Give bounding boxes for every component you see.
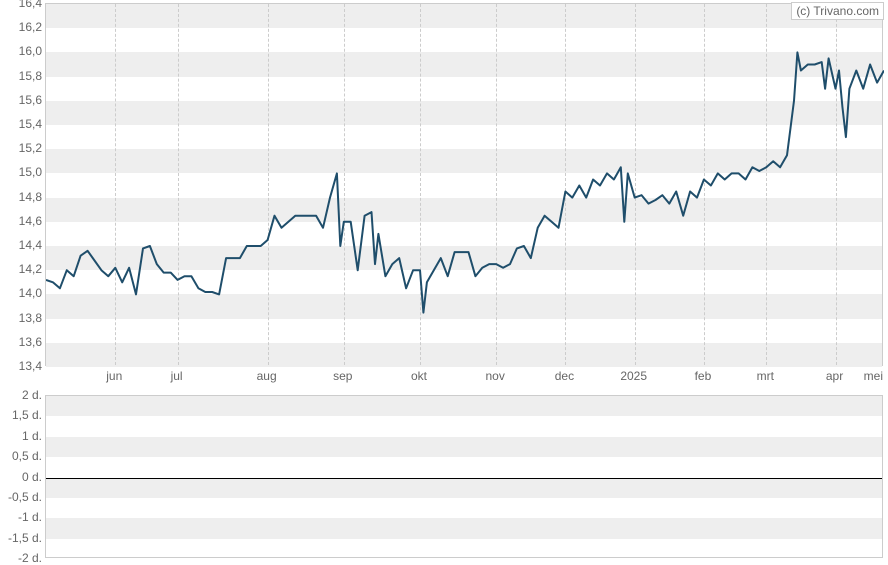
chart-stripe — [46, 478, 882, 498]
y-tick-label: 15,0 — [2, 165, 42, 179]
y-tick-label: -0,5 d. — [2, 490, 42, 504]
y-tick-label: 16,4 — [2, 0, 42, 10]
y-tick-label: 15,4 — [2, 117, 42, 131]
y-tick-label: -1,5 d. — [2, 531, 42, 545]
zero-line — [46, 478, 882, 479]
y-tick-label: 0,5 d. — [2, 449, 42, 463]
y-tick-label: 0 d. — [2, 470, 42, 484]
y-tick-label: 15,6 — [2, 93, 42, 107]
y-tick-label: 13,6 — [2, 335, 42, 349]
x-tick-label: jul — [171, 369, 183, 383]
x-tick-label: sep — [333, 369, 352, 383]
y-tick-label: 14,0 — [2, 286, 42, 300]
y-tick-label: 13,8 — [2, 311, 42, 325]
y-tick-label: 1,5 d. — [2, 408, 42, 422]
y-tick-label: 16,2 — [2, 20, 42, 34]
y-tick-label: 16,0 — [2, 44, 42, 58]
y-tick-label: -1 d. — [2, 510, 42, 524]
y-tick-label: 14,8 — [2, 190, 42, 204]
y-tick-label: -2 d. — [2, 551, 42, 565]
x-tick-label: feb — [695, 369, 712, 383]
price-chart — [45, 3, 883, 366]
x-tick-label: jun — [106, 369, 122, 383]
x-tick-label: okt — [411, 369, 427, 383]
chart-stripe — [46, 396, 882, 416]
y-tick-label: 13,4 — [2, 359, 42, 373]
y-tick-label: 15,2 — [2, 141, 42, 155]
x-tick-label: mrt — [757, 369, 774, 383]
x-tick-label: aug — [257, 369, 277, 383]
chart-stripe — [46, 518, 882, 538]
x-tick-label: mei — [864, 369, 883, 383]
price-line — [46, 4, 884, 367]
y-tick-label: 15,8 — [2, 69, 42, 83]
chart-container: (c) Trivano.com 13,4 13,6 13,8 14,0 14,2 14,4… — [0, 0, 888, 565]
x-tick-label: apr — [826, 369, 843, 383]
y-tick-label: 2 d. — [2, 388, 42, 402]
y-tick-label: 1 d. — [2, 429, 42, 443]
indicator-chart — [45, 395, 883, 558]
x-tick-label: dec — [555, 369, 574, 383]
x-tick-label: nov — [485, 369, 504, 383]
copyright-label: (c) Trivano.com — [791, 2, 884, 20]
x-tick-label: 2025 — [620, 369, 647, 383]
y-tick-label: 14,2 — [2, 262, 42, 276]
y-tick-label: 14,6 — [2, 214, 42, 228]
y-tick-label: 14,4 — [2, 238, 42, 252]
chart-stripe — [46, 437, 882, 457]
